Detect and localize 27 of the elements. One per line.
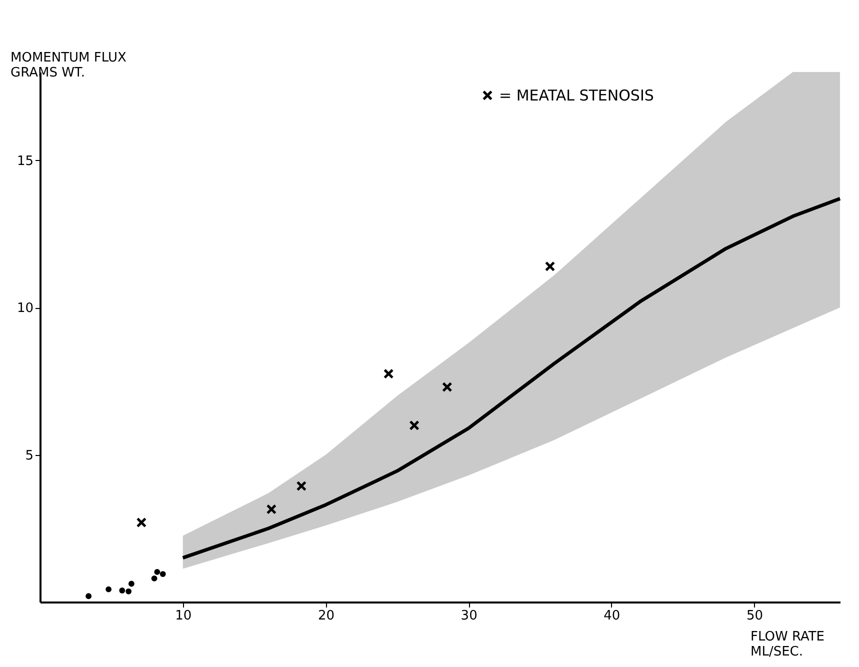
x-tick-label: 50: [746, 608, 764, 624]
legend-label: = MEATAL STENOSIS: [499, 86, 654, 104]
x-tick-label: 40: [604, 608, 620, 624]
x-tick-label: 10: [175, 608, 192, 624]
point: [151, 575, 158, 582]
point: [383, 368, 394, 379]
x-axis-title: FLOW RATE ML/SEC.: [750, 630, 825, 660]
point: [119, 588, 126, 594]
y-tick-label: 10: [16, 301, 34, 316]
point: [266, 504, 277, 514]
point: [106, 586, 112, 592]
point: [409, 420, 420, 430]
point: [160, 571, 166, 577]
y-tick-label: 15: [16, 154, 34, 169]
point: [296, 480, 307, 492]
y-axis-title: MOMENTUM FLUX GRAMS WT.: [10, 50, 126, 80]
y-tick-label: 5: [25, 448, 34, 464]
point: [86, 593, 92, 600]
point: [442, 382, 452, 392]
point: [154, 569, 160, 575]
point: [544, 261, 556, 272]
x-tick-label: 20: [318, 608, 334, 624]
point: [126, 588, 132, 594]
x-tick-label: 30: [460, 608, 478, 624]
line-series: [181, 196, 842, 560]
point: [128, 580, 134, 587]
point: [136, 517, 147, 528]
